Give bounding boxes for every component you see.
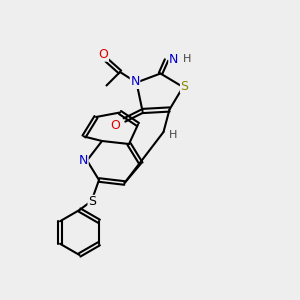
Text: O: O (99, 48, 108, 61)
Text: N: N (130, 75, 140, 88)
Text: S: S (181, 80, 188, 93)
Text: H: H (169, 130, 177, 140)
Text: H: H (183, 54, 191, 64)
Text: N: N (79, 154, 88, 167)
Text: S: S (88, 195, 96, 208)
Text: N: N (169, 53, 178, 66)
Text: O: O (111, 118, 120, 132)
